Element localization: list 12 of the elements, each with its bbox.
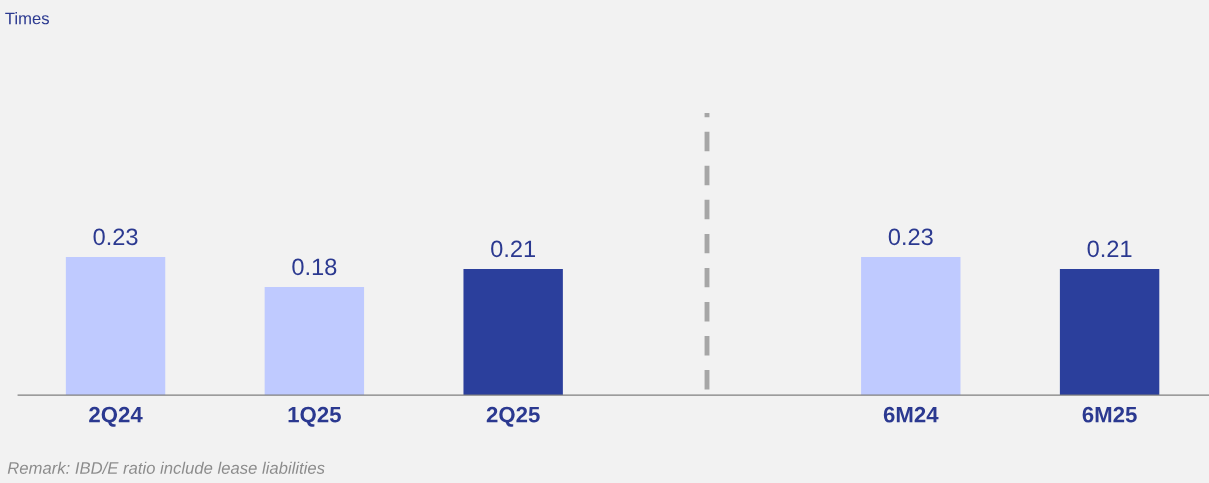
- x-tick-label: 1Q25: [288, 406, 341, 427]
- text: Times: [5, 12, 49, 25]
- text: Remark: IBD/E ratio include lease liabilities: [7, 461, 325, 474]
- x-tick-label: 6M24: [883, 406, 939, 423]
- data-label: 0.21: [491, 240, 535, 258]
- data-label: 0.23: [93, 228, 138, 246]
- x-tick-label: 6M25: [1082, 406, 1137, 423]
- data-label: 0.18: [292, 258, 337, 276]
- data-label: 0.21: [1087, 240, 1132, 258]
- x-tick-label: 2Q24: [89, 406, 143, 427]
- x-tick-label: 2Q25: [486, 406, 540, 427]
- data-label: 0.23: [888, 228, 933, 246]
